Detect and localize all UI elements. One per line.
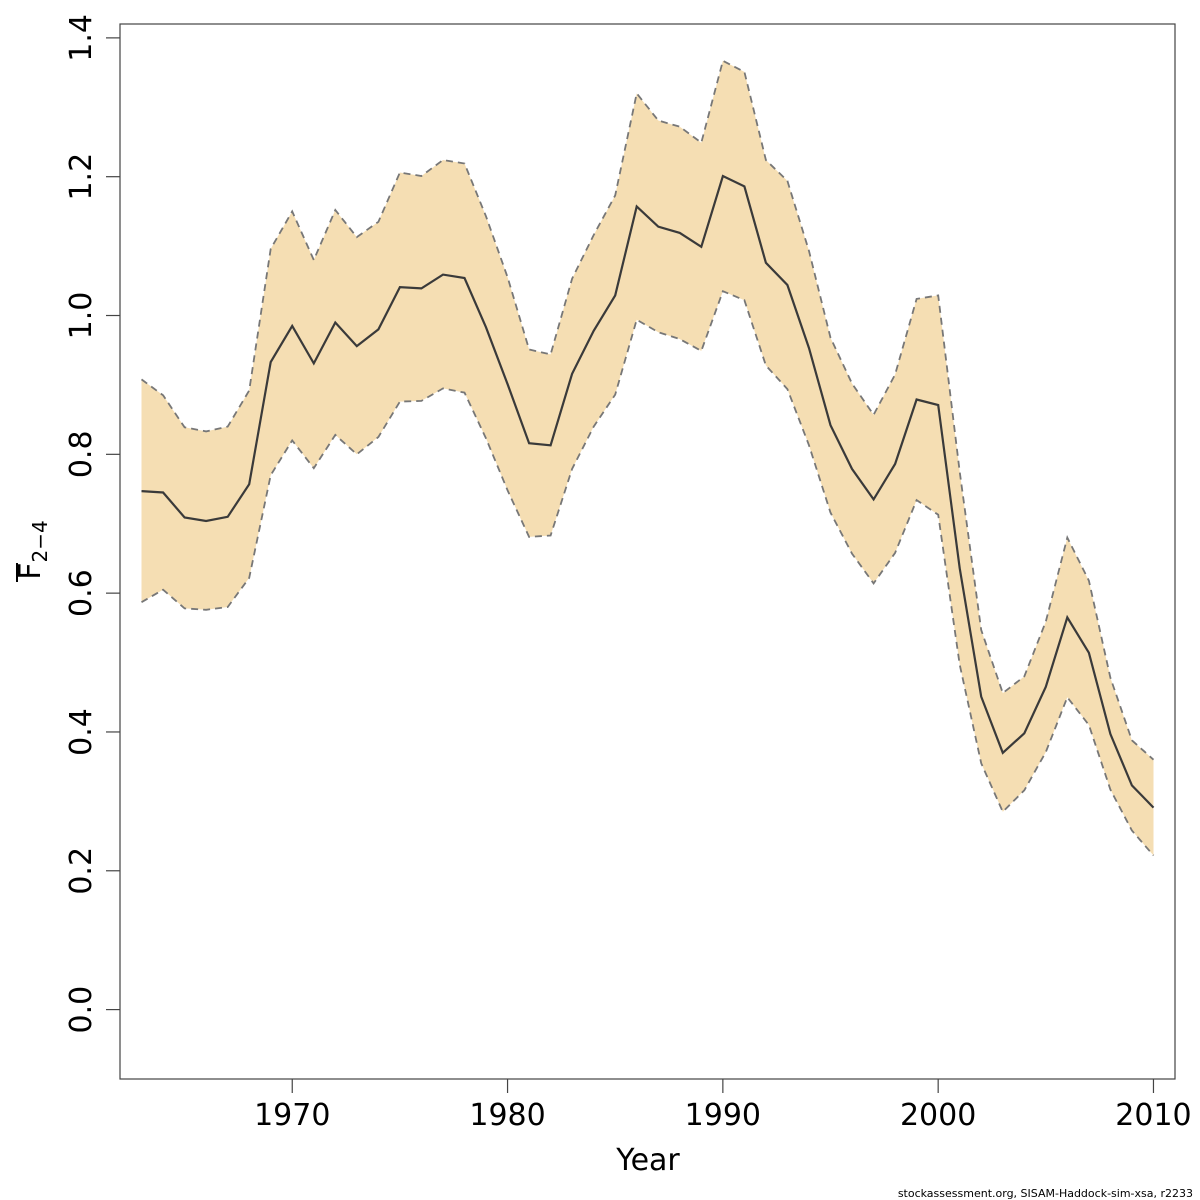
y-tick-label: 0.0	[64, 986, 99, 1034]
x-tick-label: 1990	[685, 1098, 761, 1133]
x-tick-label: 2000	[900, 1098, 976, 1133]
y-axis-title-main: F	[13, 562, 48, 579]
confidence-band	[141, 60, 1154, 856]
y-axis: 0.0 0.2 0.4 0.6 0.8 1.0 1.2 1.4	[64, 14, 120, 1033]
x-axis: 1970 1980 1990 2000 2010	[254, 1079, 1192, 1133]
y-tick-label: 0.8	[64, 430, 99, 478]
y-axis-title-sub: 2−4	[28, 520, 52, 562]
lower-bound-line	[141, 290, 1155, 857]
y-tick-label: 0.2	[64, 847, 99, 895]
x-axis-title: Year	[615, 1143, 680, 1178]
y-tick-label: 1.4	[64, 14, 99, 62]
y-tick-label: 1.0	[64, 292, 99, 340]
y-tick-label: 0.6	[64, 569, 99, 617]
upper-bound-line	[140, 59, 1155, 761]
y-tick-label: 0.4	[64, 708, 99, 756]
footnote: stockassessment.org, SISAM-Haddock-sim-x…	[898, 1187, 1193, 1200]
x-tick-label: 2010	[1115, 1098, 1191, 1133]
plot-frame	[119, 23, 1176, 1080]
f-bar-estimate-line	[141, 174, 1155, 809]
y-axis-title: F2−4	[13, 520, 52, 582]
x-tick-label: 1980	[469, 1098, 545, 1133]
x-tick-label: 1970	[254, 1098, 330, 1133]
y-tick-label: 1.2	[64, 153, 99, 201]
svg-text:F2−4: F2−4	[13, 520, 52, 579]
